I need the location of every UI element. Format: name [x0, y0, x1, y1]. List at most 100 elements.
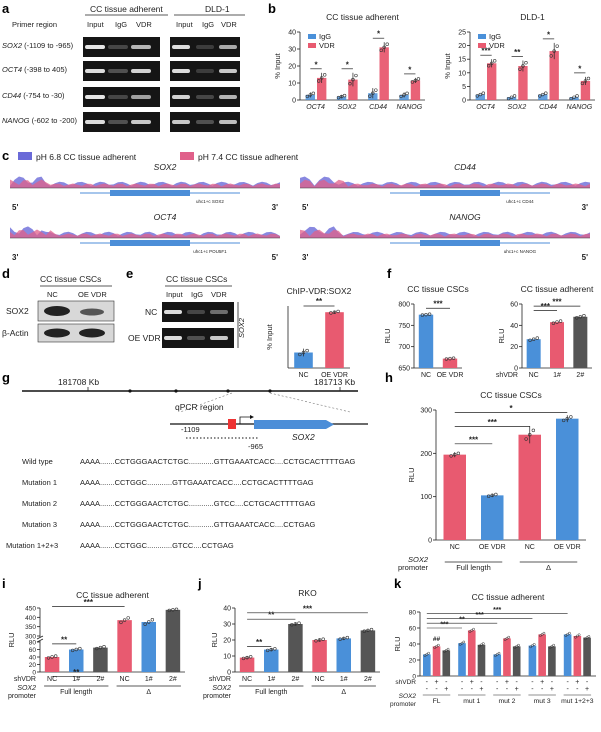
h-ytick-label-1: 100: [420, 494, 432, 501]
k-sub2-6: -: [496, 686, 499, 693]
h-bar-3: [556, 418, 579, 540]
c-end-left-2: 3': [12, 253, 18, 262]
k-dot-10-1: [540, 633, 544, 636]
e-side-label: SOX2: [237, 317, 246, 338]
k-sub-11: -: [551, 679, 554, 686]
e-dot-0-0: [298, 352, 302, 357]
i-title: CC tissue adherent: [76, 590, 149, 600]
b1-sig-3: *: [408, 65, 412, 74]
b1-ytick-label-1: 10: [288, 81, 296, 88]
k-dot-8-2: [517, 643, 520, 647]
j-cat-4: 1#: [340, 676, 348, 683]
a-band-left-2-0: [85, 95, 105, 99]
chart-k: CC tissue adherent020406080RLU--+--+--+-…: [390, 592, 596, 708]
k-bar-7: [503, 638, 511, 676]
panel-label-h: h: [385, 370, 393, 385]
j-dot-2-2: [297, 621, 301, 625]
j-cat-2: 2#: [292, 676, 300, 683]
k-bar-12: [563, 634, 572, 676]
k-group-2: mut 2: [498, 698, 515, 705]
k-sub-13: +: [575, 679, 579, 686]
h-dot-0-2: [456, 451, 461, 456]
a-lane-igg-1: IgG: [115, 20, 127, 29]
a-band-right-2-2: [219, 95, 237, 99]
a-band-right-3-2: [219, 120, 237, 124]
j-dot-2-0: [290, 623, 294, 627]
k-sub-7: +: [505, 679, 509, 686]
k-dot-3-2: [462, 640, 466, 644]
a-band-right-0-2: [219, 45, 237, 49]
c-gene-exon-3: [420, 240, 500, 246]
k-dot-3-1: [460, 641, 464, 645]
a-band-right-1-2: [219, 69, 237, 73]
k-xprefix: shVDR: [395, 679, 416, 686]
j-ytick-label-3: 30: [223, 622, 231, 629]
k-sub2-0: -: [426, 686, 429, 693]
k-dot-14-0: [583, 637, 587, 641]
c-gene-sub-3: uhc1+c NANOG: [504, 249, 537, 254]
b1-dot-0-0-1: [308, 93, 313, 97]
f2-dot-2-2: [582, 314, 586, 318]
k-dot-0-1: [425, 653, 429, 656]
k-sub2-8: +: [515, 686, 519, 693]
g-marker-3: [226, 389, 230, 393]
k-bar-0: [423, 654, 431, 676]
i-sig-1: **: [61, 635, 68, 644]
h-dot-2-0: [524, 437, 528, 441]
g-tss-arrow: [239, 416, 250, 424]
f2-dot-1-0: [551, 321, 556, 325]
j-prefix-word: promoter: [203, 693, 232, 700]
k-sig-1: ***: [476, 612, 484, 619]
k-ytick-label-0: 0: [412, 674, 416, 681]
b1-cat-1: SOX2: [338, 104, 357, 111]
b2-dot-0-1-2: [512, 94, 517, 98]
chart-b1: CC tissue adherent 0 10 20 30 40 % Input OCT4 SO…: [273, 12, 425, 111]
j-dot-0-2: [248, 655, 253, 659]
k-dot-7-1: [505, 637, 509, 640]
b1-bar-vdr-3: [410, 80, 421, 100]
e-lane-igg: IgG: [191, 290, 203, 299]
j-prefix-gene: SOX2: [212, 685, 231, 692]
e-dot-1-0: [329, 311, 333, 315]
g-pos-right: -965: [248, 442, 263, 451]
k-sub2-4: -: [471, 686, 474, 693]
f2-bar-1: [550, 322, 564, 368]
k-sub-8: -: [516, 679, 519, 686]
k-dot-6-1: [495, 653, 499, 656]
h-dot-2-2: [531, 428, 536, 433]
e-band-1-0: [164, 336, 182, 340]
b1-dot-1-3-2: [416, 77, 421, 81]
b2-dot-0-3-0: [569, 96, 573, 101]
i-cat-4: 1#: [145, 676, 153, 683]
f1-dot-0-2: [427, 312, 432, 316]
i-ytick-label-7: 400: [25, 615, 36, 622]
i-dot-2-0: [95, 646, 99, 651]
c-end-right-3: 5': [582, 253, 588, 262]
h-sig-1: ***: [488, 418, 498, 427]
e-row-oevdr: OE VDR: [128, 333, 161, 343]
b1-dot-1-2-0: [379, 48, 383, 53]
k-bar-8: [512, 646, 521, 676]
b2-dot-1-0-0: [486, 64, 491, 68]
g-sox2-exon-arrow: [326, 420, 334, 429]
i-bar-0: [44, 657, 60, 672]
b2-ytick-label-2: 10: [458, 70, 466, 77]
k-dot-6-2: [497, 651, 501, 655]
panel-label-a: a: [2, 1, 10, 16]
panel-e: e CC tissue CSCs Input IgG VDR NC OE VDR…: [126, 266, 246, 348]
k-sub-6: -: [496, 679, 499, 686]
k-dot-14-2: [587, 635, 591, 638]
k-dot-1-2: [436, 643, 440, 647]
k-dot-11-2: [552, 643, 556, 647]
e-gel-group: [162, 302, 234, 348]
j-dot-1-0: [265, 648, 270, 653]
k-bar-10: [538, 634, 546, 676]
e-cat-1: OE VDR: [321, 372, 348, 379]
j-bar-1: [264, 649, 279, 672]
k-ytick-label-3: 60: [409, 626, 417, 633]
f1-ytick-label-2: 750: [398, 323, 410, 330]
panel-label-g: g: [2, 370, 10, 385]
b2-dot-0-2-1: [541, 92, 545, 97]
a-band-left-3-2: [131, 120, 151, 124]
